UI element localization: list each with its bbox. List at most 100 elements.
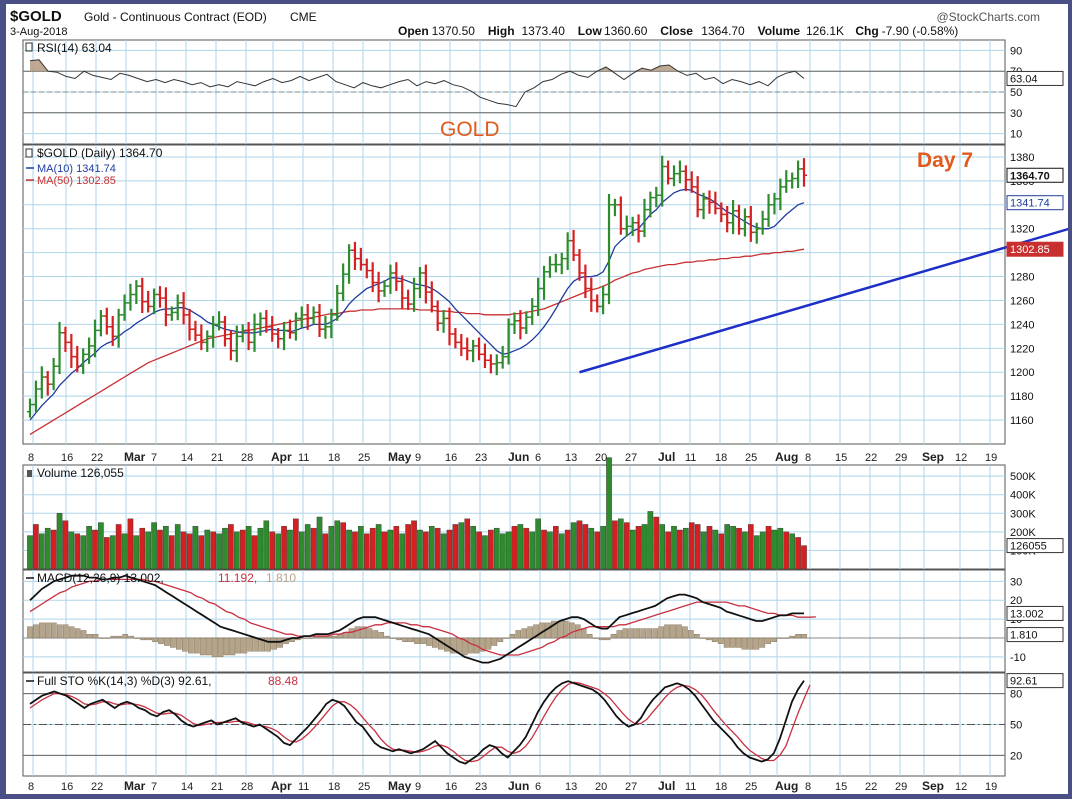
day-annotation: Day 7	[917, 149, 973, 172]
macd-hist-bar	[533, 624, 539, 639]
price-bar	[712, 191, 719, 215]
quote-label: Open	[398, 24, 429, 38]
price-bar	[736, 204, 743, 235]
price-bar	[529, 298, 536, 325]
volume-bar	[56, 513, 63, 570]
macd-hist-bar	[771, 637, 778, 642]
ma50-price-tag-box	[1006, 241, 1064, 257]
volume-bar	[458, 522, 465, 570]
price-bar	[351, 241, 358, 270]
price-bar	[730, 200, 737, 235]
price-bar	[145, 290, 152, 313]
x-tick-label: Mar	[124, 779, 146, 793]
price-bar	[801, 158, 807, 187]
macd-hist-bar	[580, 628, 587, 639]
volume-bar	[635, 526, 642, 570]
y-tick-label: 200K	[1010, 527, 1036, 539]
x-tick-label: 22	[865, 781, 877, 793]
price-bar	[50, 357, 57, 391]
price-bar	[535, 277, 542, 317]
price-bar	[275, 327, 282, 349]
volume-bar	[464, 518, 471, 570]
volume-bar	[600, 526, 606, 570]
volume-bar	[423, 531, 429, 570]
volume-bar	[86, 526, 92, 570]
price-bar	[552, 253, 559, 273]
x-tick-label: May	[388, 779, 412, 793]
macd-hist-bar	[509, 634, 516, 639]
x-tick-label: Jun	[508, 779, 529, 793]
volume-bar	[641, 524, 648, 570]
volume-bar	[482, 535, 488, 570]
price-bar	[476, 337, 483, 361]
macd-hist-bar	[187, 637, 194, 654]
volume-bar	[683, 527, 689, 570]
volume-bar	[27, 535, 33, 570]
x-tick-label: 8	[28, 781, 34, 793]
volume-bar	[245, 526, 252, 570]
volume-bar	[257, 527, 264, 570]
macd-hist-bar	[759, 637, 766, 648]
volume-bar	[446, 529, 453, 570]
volume-bar	[115, 524, 122, 570]
macd-hist-bar	[598, 637, 605, 641]
macd-hist-bar	[664, 624, 670, 639]
x-tick-label: Sep	[922, 450, 944, 464]
x-tick-label: 20	[595, 452, 607, 464]
price-bar	[298, 306, 305, 328]
price-title: $GOLD (Daily) 1364.70	[37, 146, 163, 160]
macd-tag: 13.002	[1010, 608, 1044, 620]
sto-k-line	[29, 680, 805, 765]
volume-bar	[251, 535, 258, 570]
price-bar	[682, 165, 689, 192]
x-tick-label: 25	[358, 781, 370, 793]
price-bar	[56, 322, 63, 375]
x-tick-label: 18	[715, 452, 727, 464]
macd-hist-bar	[62, 624, 69, 639]
x-tick-label: 18	[328, 781, 340, 793]
quote-label: Low	[578, 24, 603, 38]
macd-hist-bar	[68, 626, 75, 639]
price-bar	[611, 198, 618, 217]
macd-hist-bar	[777, 637, 783, 639]
macd-hist-bar	[146, 637, 152, 641]
price-bar	[281, 322, 288, 351]
y-tick-label: 1180	[1010, 391, 1034, 403]
price-bar	[659, 155, 666, 207]
price-bar	[452, 327, 459, 349]
close-price-tag-box	[1006, 167, 1064, 183]
volume-bar	[375, 524, 382, 570]
macd-hist-bar	[56, 624, 63, 639]
x-tick-label: 25	[745, 452, 757, 464]
price-bar	[32, 380, 39, 413]
macd-hist-bar	[152, 637, 158, 642]
volume-bar	[44, 527, 51, 570]
price-bar	[204, 330, 211, 352]
volume-bar	[281, 526, 287, 570]
volume-bar	[104, 537, 110, 570]
macd-hist-bar	[217, 637, 224, 658]
x-tick-label: Aug	[775, 779, 798, 793]
x-tick-label: 15	[835, 781, 847, 793]
volume-bar	[541, 529, 547, 570]
price-bar	[416, 266, 423, 299]
volume-bar	[80, 535, 86, 570]
macd-hist-bar	[479, 637, 486, 652]
y-tick-label: 1220	[1010, 343, 1034, 355]
macd-hist-bar	[503, 637, 510, 639]
macd-hist-bar	[390, 637, 396, 639]
price-bar	[523, 311, 530, 334]
macd-hist-bar	[711, 637, 718, 642]
ma10-price-tag: 1341.74	[1010, 198, 1050, 210]
volume-bar	[736, 527, 742, 570]
volume-bar	[606, 457, 612, 570]
macd-hist-bar	[51, 622, 57, 639]
volume-bar	[186, 533, 193, 570]
volume-bar	[653, 516, 660, 570]
exchange-label: CME	[290, 10, 317, 24]
macd-title-signal: 11.192,	[218, 571, 257, 585]
sto-title: Full STO %K(14,3) %D(3) 92.61,	[37, 674, 212, 688]
price-bar	[623, 215, 630, 237]
macd-hist-bar	[747, 637, 754, 650]
macd-hist-bar	[235, 637, 242, 654]
